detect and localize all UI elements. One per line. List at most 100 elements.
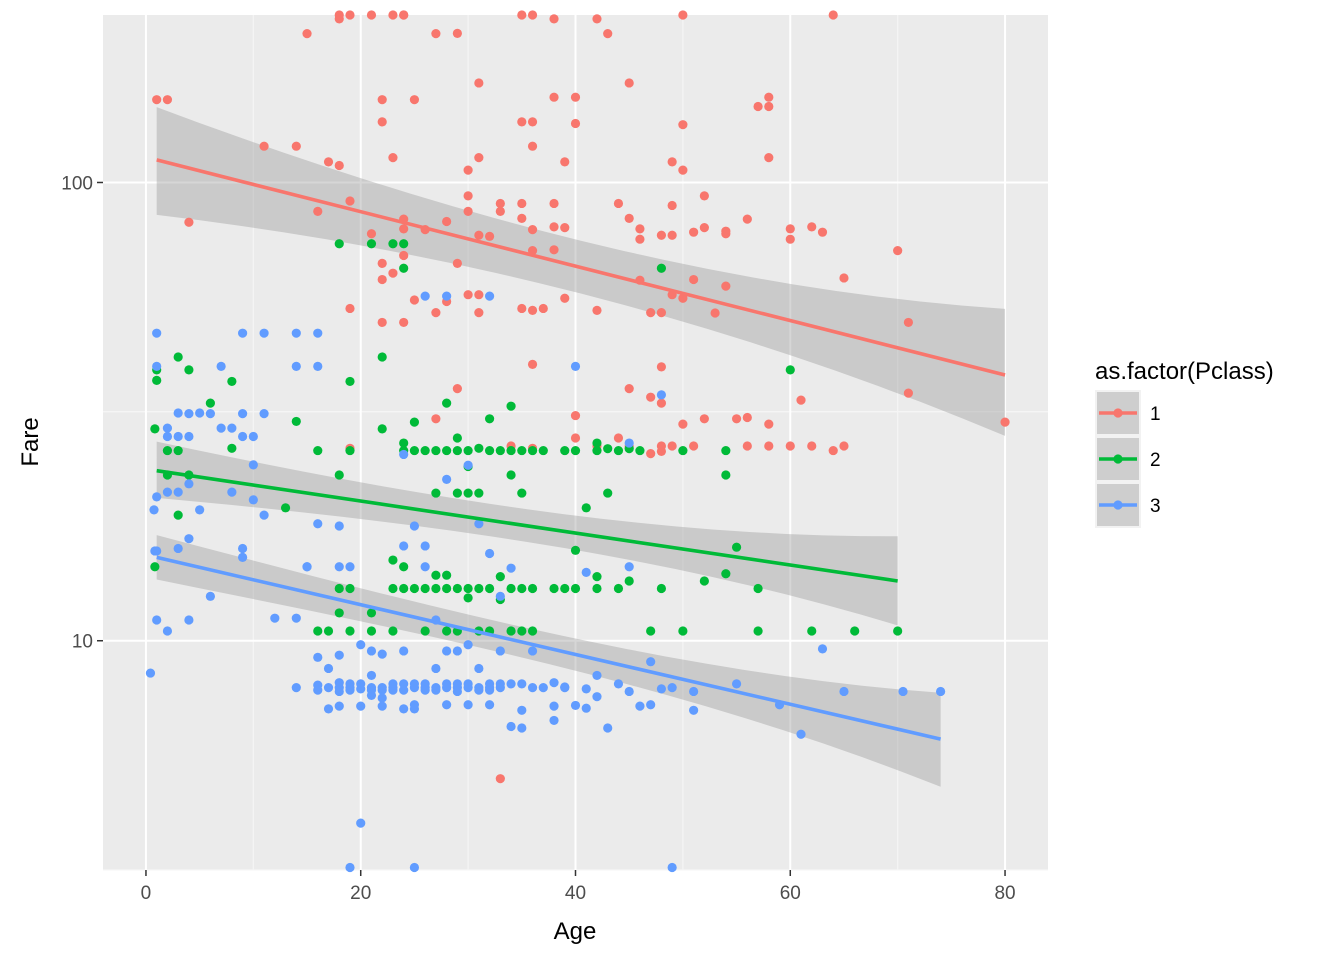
data-point-3 [173,487,183,497]
data-point-1 [527,225,538,235]
legend-label-2: 2 [1150,450,1161,471]
data-point-3 [313,328,323,338]
data-point-1 [517,117,527,127]
data-point-3 [817,644,828,654]
data-point-2 [463,445,473,456]
data-point-3 [474,519,484,529]
data-point-1 [689,441,699,451]
legend-label-1: 1 [1150,404,1161,425]
trend-line-3 [156,555,942,741]
data-point-3 [538,683,548,693]
data-point-3 [377,693,387,703]
data-point-2 [388,555,398,565]
data-point-3 [560,682,570,692]
trend-lines [156,158,1006,741]
data-point-1 [334,160,344,171]
data-point-1 [463,165,473,175]
data-point-1 [549,245,559,255]
data-point-1 [742,441,752,451]
data-point-1 [613,433,624,443]
data-point-2 [366,608,377,618]
data-point-3 [484,548,495,559]
data-point-3 [334,686,344,697]
data-point-3 [184,479,194,489]
data-point-1 [603,28,613,39]
data-point-3 [474,663,484,674]
data-point-1 [302,28,312,39]
data-point-2 [495,572,505,582]
data-point-1 [313,206,323,216]
data-point-1 [409,95,420,105]
trend-line-1 [156,158,1006,377]
data-point-3 [452,686,462,697]
data-point-3 [592,670,602,681]
data-point-1 [517,303,527,314]
data-point-2 [442,626,452,636]
data-point-2 [721,470,731,480]
data-point-1 [366,229,377,239]
data-point-3 [259,510,269,520]
data-point-3 [195,505,205,515]
data-point-2 [313,626,323,636]
data-point-1 [656,446,667,456]
data-point-2 [431,488,441,498]
data-point-2 [624,576,634,586]
data-point-2 [345,376,355,387]
data-point-2 [452,445,462,456]
data-point-3 [613,679,624,689]
data-point-3 [506,721,516,732]
data-point-3 [689,705,699,715]
data-point-1 [764,153,774,163]
data-point-3 [152,615,162,625]
data-point-2 [334,239,344,249]
data-point-2 [377,424,387,434]
data-point-2 [420,583,430,594]
data-point-3 [366,646,377,656]
data-point-2 [646,626,656,636]
data-point-3 [495,679,505,689]
data-point-1 [517,198,527,209]
data-point-3 [731,679,742,689]
data-point-2 [431,570,441,580]
data-point-3 [238,409,248,419]
data-point-1 [474,308,484,318]
data-point-2 [538,445,548,456]
data-point-2 [850,626,860,636]
data-point-1 [839,441,849,451]
data-point-3 [517,679,527,689]
data-point-1 [570,118,581,129]
data-point-3 [570,361,581,371]
data-point-1 [678,293,688,303]
data-point-3 [366,683,377,693]
data-point-1 [399,250,409,261]
confidence-band-3 [156,535,941,787]
data-point-2 [463,488,473,498]
data-point-3 [399,685,409,695]
data-point-3 [323,663,334,674]
data-point-3 [420,562,430,572]
legend-label-3: 3 [1150,496,1161,517]
data-point-1 [570,410,581,421]
data-point-1 [893,246,903,256]
data-point-1 [495,774,505,784]
data-points [145,10,1010,873]
data-point-2 [399,239,409,249]
data-point-2 [431,445,441,456]
data-point-3 [195,408,205,418]
data-point-2 [560,445,570,456]
data-point-2 [753,583,763,594]
data-point-3 [345,562,355,572]
data-point-2 [150,562,160,572]
data-point-1 [764,419,774,429]
data-point-3 [463,683,473,693]
data-point-3 [152,361,162,371]
data-point-3 [409,679,420,689]
data-point-2 [442,570,452,580]
data-point-1 [667,230,677,240]
data-point-2 [549,583,559,594]
data-point-1 [495,206,505,216]
data-point-3 [431,663,441,674]
data-point-3 [484,700,495,710]
data-point-2 [731,542,742,552]
data-point-1 [474,230,484,240]
